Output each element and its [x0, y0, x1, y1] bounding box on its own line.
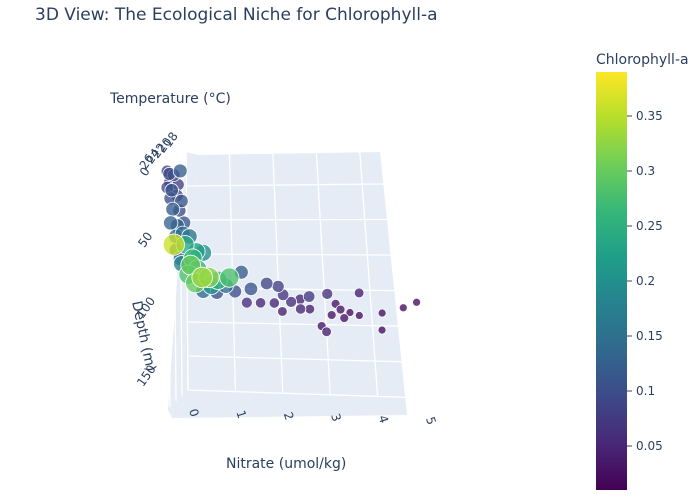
- colorbar: Chlorophyll-a 0.05 0.1 0.15 0.2 0.25 0.3 0.35: [596, 52, 689, 490]
- colorbar-tick-label: 0.3: [636, 164, 655, 178]
- data-point: [304, 303, 316, 315]
- colorbar-tick-label: 0.15: [636, 329, 663, 343]
- gridline-depth: [186, 253, 413, 256]
- data-point: [254, 297, 267, 309]
- data-point: [191, 266, 213, 289]
- colorbar-tick-label: 0.1: [636, 384, 655, 398]
- z-axis-title: Depth (m): [128, 300, 159, 373]
- gridline-depth: [187, 321, 419, 328]
- data-point: [243, 281, 259, 297]
- colorbar-ticks: 0.05 0.1 0.15 0.2 0.25 0.3 0.35: [627, 109, 663, 453]
- data-point: [295, 303, 307, 315]
- x-tick-label: 4: [376, 413, 392, 425]
- gridline-depth: [186, 218, 410, 221]
- x-axis-title: Nitrate (umol/kg): [226, 456, 346, 472]
- data-point: [165, 201, 181, 217]
- data-point: [398, 303, 408, 313]
- data-point: [219, 267, 240, 288]
- gridline-temperature: [161, 173, 165, 413]
- data-point: [302, 290, 316, 303]
- gridline-depth: [186, 183, 407, 187]
- data-point: [412, 297, 422, 307]
- data-point: [285, 295, 298, 308]
- gridline-nitrate: [358, 148, 379, 397]
- x-tick-label: 3: [328, 412, 344, 424]
- data-point: [271, 279, 285, 293]
- y-axis-title: Temperature (°C): [109, 91, 231, 107]
- data-point: [321, 287, 334, 300]
- data-point: [345, 308, 355, 317]
- chart-title: 3D View: The Ecological Niche for Chloro…: [35, 5, 438, 25]
- x-tick-label: 1: [233, 409, 249, 421]
- data-point: [377, 308, 387, 318]
- data-point: [339, 313, 350, 323]
- colorbar-title: Chlorophyll-a: [596, 52, 689, 68]
- colorbar-tick-label: 0.05: [636, 439, 663, 453]
- colorbar-gradient: [596, 72, 627, 490]
- data-points: [160, 163, 422, 338]
- data-point: [354, 311, 364, 320]
- gridline-nitrate: [315, 149, 331, 395]
- data-point: [335, 304, 346, 315]
- z-tick-label: 50: [135, 229, 155, 250]
- data-point: [240, 296, 253, 309]
- data-point: [162, 233, 185, 256]
- colorbar-tick-label: 0.2: [636, 274, 655, 288]
- gridline-nitrate: [402, 147, 426, 399]
- gridline-depth: [187, 355, 422, 363]
- data-point: [326, 310, 337, 320]
- data-point: [164, 183, 179, 198]
- data-point: [268, 297, 280, 309]
- x-tick-label: 0: [186, 407, 202, 419]
- gridline-depth: [187, 389, 426, 399]
- gridline-nitrate: [272, 150, 284, 394]
- data-point: [172, 163, 188, 179]
- data-point: [163, 215, 179, 231]
- gridline-depth: [185, 147, 404, 153]
- colorbar-tick-label: 0.25: [636, 219, 663, 233]
- data-point: [377, 325, 387, 335]
- colorbar-tick-label: 0.35: [636, 109, 663, 123]
- data-point: [277, 306, 288, 317]
- data-point: [321, 326, 332, 338]
- x-tick-label: 5: [423, 415, 439, 427]
- data-point: [353, 287, 365, 299]
- x-tick-label: 2: [281, 410, 297, 422]
- data-point: [259, 276, 274, 291]
